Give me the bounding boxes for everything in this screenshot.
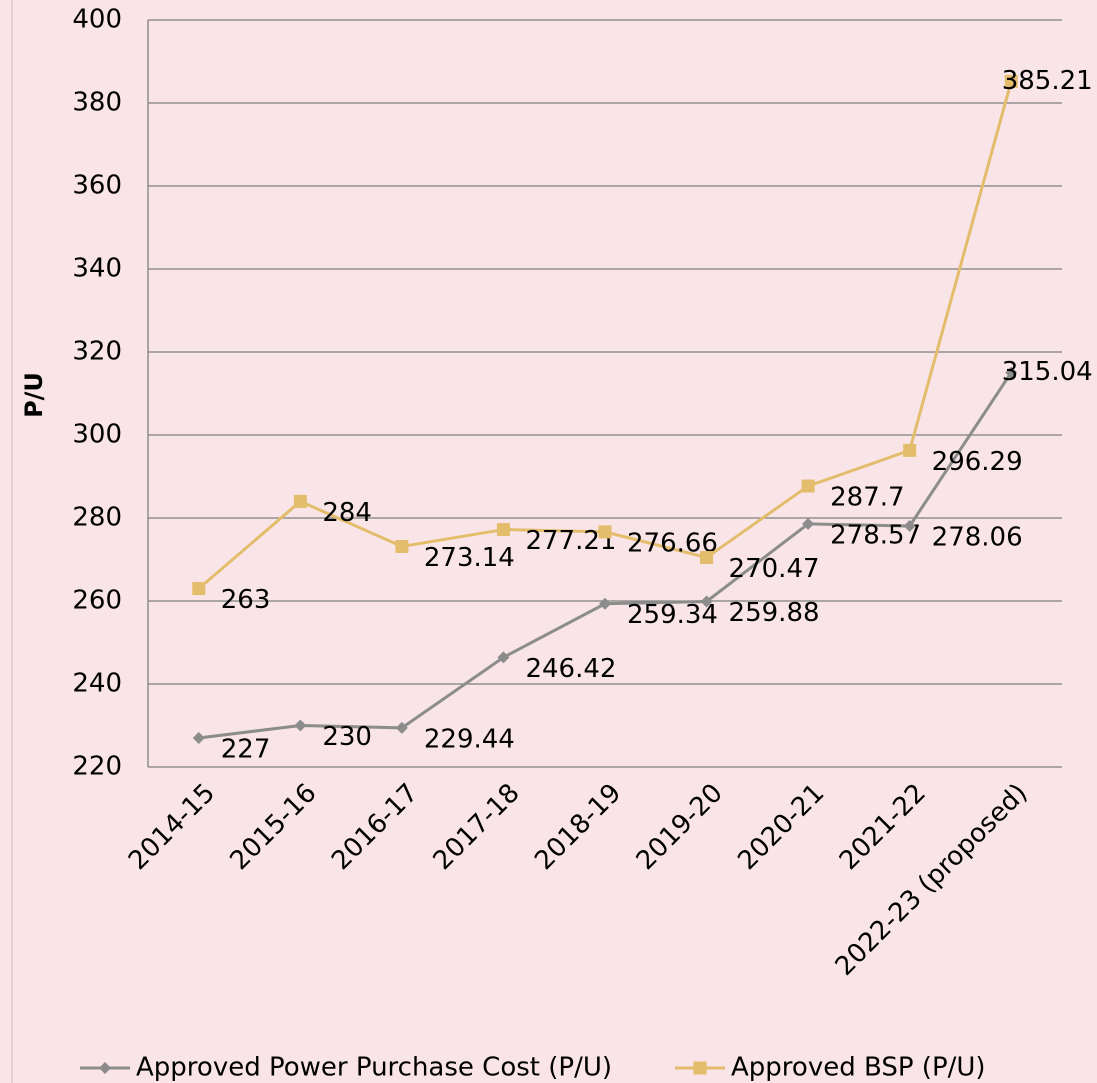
- data-label: 259.34: [627, 600, 718, 630]
- data-label: 284: [322, 498, 372, 528]
- y-axis-title: P/U: [20, 372, 48, 418]
- x-tick-label: 2016-17: [326, 778, 424, 876]
- data-label: 227: [221, 734, 271, 764]
- data-label: 270.47: [729, 554, 820, 584]
- x-tick-label: 2022-23 (proposed): [830, 778, 1034, 982]
- y-tick-label: 380: [72, 88, 122, 118]
- y-tick-label: 220: [72, 752, 122, 782]
- x-tick-label: 2017-18: [428, 778, 526, 876]
- data-label: 296.29: [932, 447, 1023, 477]
- data-label: 259.88: [729, 598, 820, 628]
- y-tick-label: 240: [72, 669, 122, 699]
- y-tick-label: 400: [72, 5, 122, 35]
- data-label: 229.44: [424, 724, 515, 754]
- marker: [802, 517, 815, 530]
- marker: [903, 443, 917, 457]
- data-label: 278.06: [932, 523, 1023, 553]
- marker: [496, 523, 510, 537]
- x-tick-label: 2015-16: [225, 778, 323, 876]
- data-label: 315.04: [1002, 357, 1093, 387]
- x-tick-label: 2018-19: [529, 778, 627, 876]
- marker: [192, 582, 206, 596]
- data-label: 273.14: [424, 543, 515, 573]
- data-label: 385.21: [1002, 66, 1093, 96]
- marker: [192, 731, 205, 744]
- marker: [293, 494, 307, 508]
- marker: [598, 525, 612, 539]
- data-label: 287.7: [830, 483, 904, 513]
- legend-marker: [99, 1062, 111, 1074]
- marker: [801, 479, 815, 493]
- x-tick-label: 2019-20: [631, 778, 729, 876]
- y-tick-label: 320: [72, 337, 122, 367]
- marker: [1005, 366, 1018, 379]
- legend-label: Approved BSP (P/U): [731, 1053, 986, 1083]
- marker: [395, 721, 408, 734]
- marker: [700, 595, 713, 608]
- marker: [700, 551, 714, 565]
- x-tick-label: 2020-21: [732, 778, 830, 876]
- data-label: 246.42: [525, 654, 616, 684]
- data-label: 230: [322, 722, 372, 752]
- marker: [599, 597, 611, 610]
- x-tick-label: 2014-15: [123, 778, 221, 876]
- x-tick-label: 2021-22: [834, 778, 932, 876]
- marker: [903, 520, 916, 533]
- y-tick-label: 260: [72, 586, 122, 616]
- legend-label: Approved Power Purchase Cost (P/U): [136, 1053, 612, 1083]
- marker: [395, 539, 409, 553]
- marker: [1004, 74, 1018, 88]
- y-tick-label: 360: [72, 171, 122, 201]
- y-tick-label: 340: [72, 254, 122, 284]
- y-tick-label: 300: [72, 420, 122, 450]
- data-label: 263: [221, 585, 271, 615]
- marker: [497, 651, 510, 664]
- y-tick-label: 280: [72, 503, 122, 533]
- marker: [294, 719, 307, 732]
- legend-marker: [693, 1061, 707, 1075]
